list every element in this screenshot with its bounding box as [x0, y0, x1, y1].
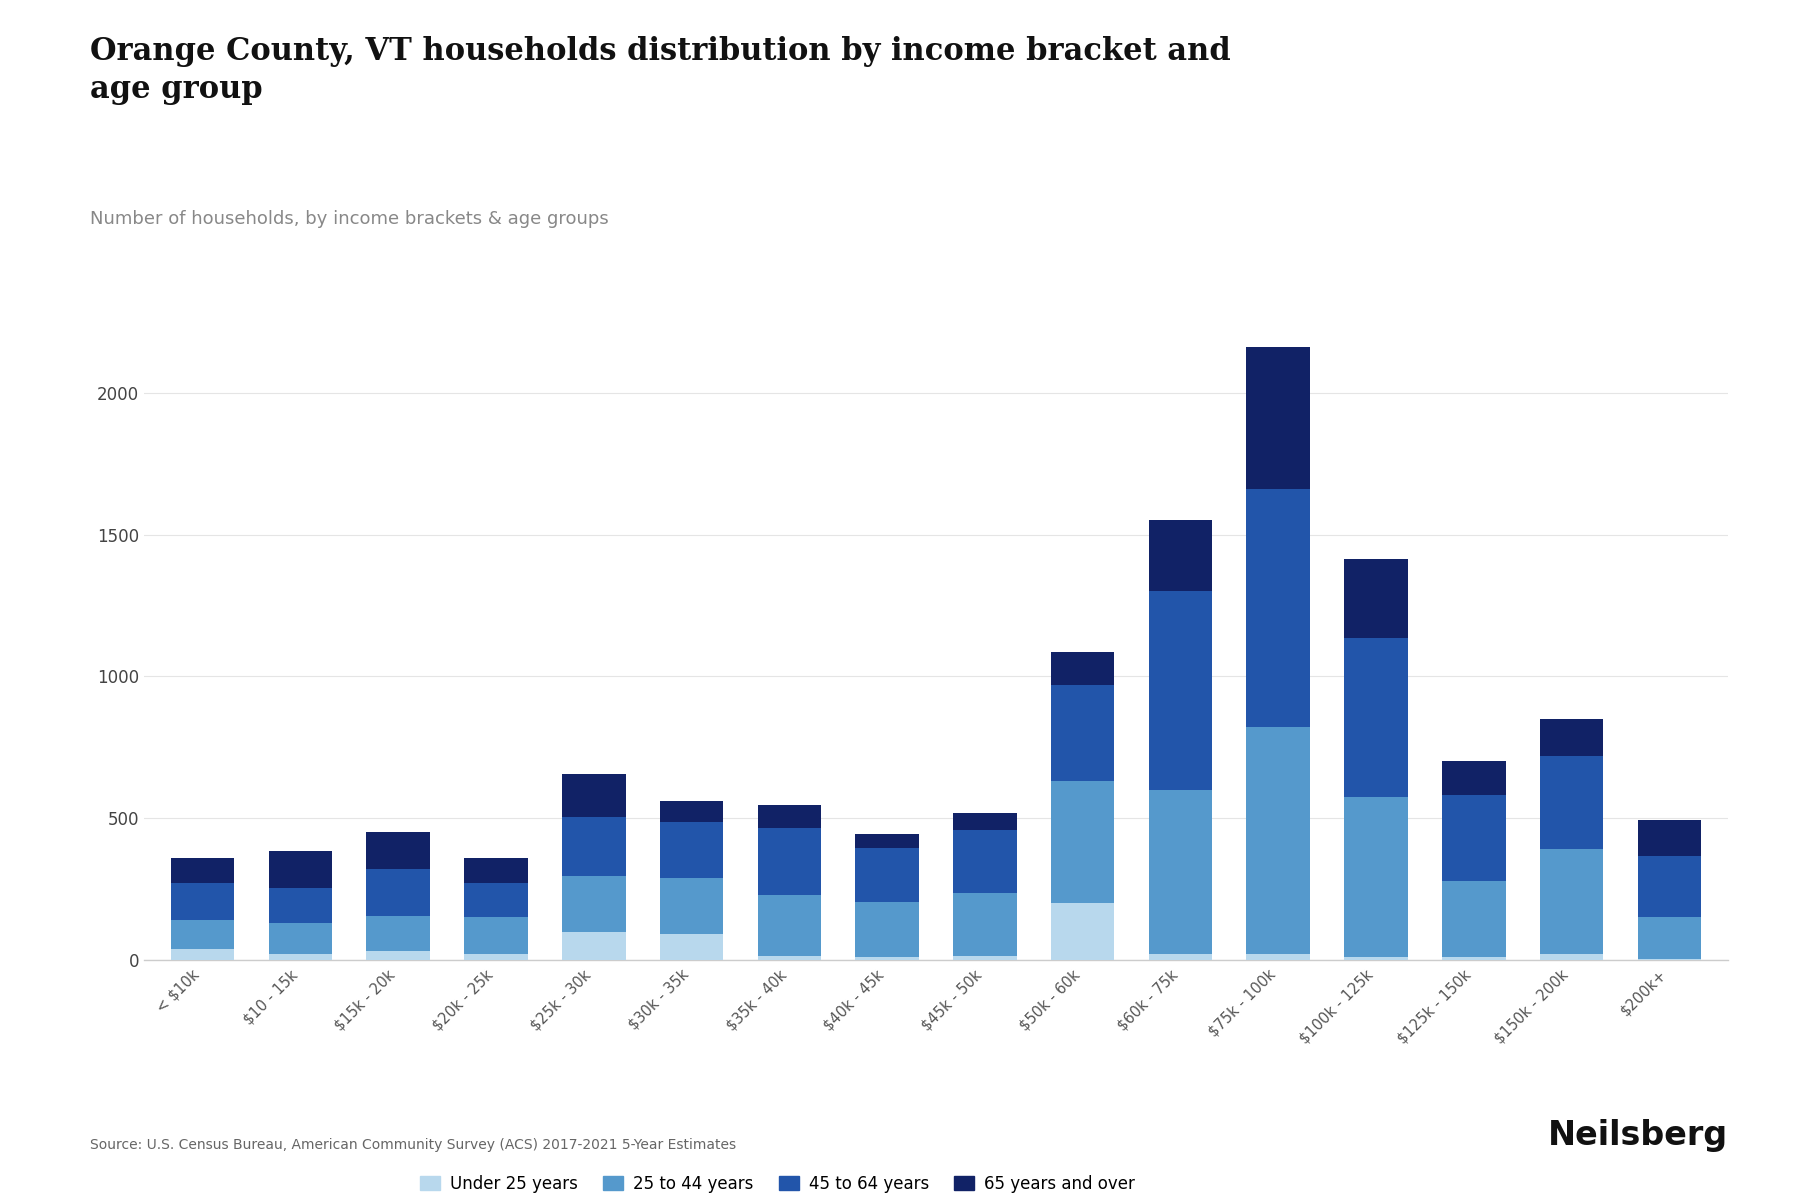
Bar	[1539, 954, 1604, 960]
Bar	[268, 954, 333, 960]
Bar	[1539, 850, 1604, 954]
Bar	[1638, 918, 1701, 959]
Bar	[171, 920, 234, 949]
Bar	[1442, 762, 1505, 796]
Bar	[464, 858, 527, 883]
Bar	[1638, 820, 1701, 857]
Bar	[954, 893, 1017, 955]
Bar	[1148, 790, 1211, 954]
Bar	[367, 916, 430, 952]
Bar	[268, 888, 333, 923]
Bar	[1345, 638, 1408, 797]
Bar	[661, 802, 724, 822]
Bar	[758, 828, 821, 895]
Bar	[1246, 490, 1310, 727]
Bar	[367, 833, 430, 869]
Bar	[758, 895, 821, 955]
Bar	[1442, 796, 1505, 881]
Bar	[661, 877, 724, 935]
Bar	[1442, 958, 1505, 960]
Bar	[1148, 954, 1211, 960]
Bar	[1051, 781, 1114, 904]
Bar	[562, 876, 626, 931]
Bar	[1051, 685, 1114, 781]
Bar	[268, 923, 333, 954]
Bar	[464, 918, 527, 954]
Bar	[855, 848, 918, 902]
Bar	[562, 817, 626, 876]
Bar	[661, 822, 724, 877]
Text: Number of households, by income brackets & age groups: Number of households, by income brackets…	[90, 210, 608, 228]
Bar	[464, 883, 527, 918]
Bar	[855, 958, 918, 960]
Bar	[1051, 904, 1114, 960]
Bar	[367, 869, 430, 916]
Bar	[1539, 719, 1604, 756]
Bar	[1638, 857, 1701, 918]
Text: Neilsberg: Neilsberg	[1548, 1118, 1728, 1152]
Bar	[562, 774, 626, 817]
Text: Orange County, VT households distribution by income bracket and
age group: Orange County, VT households distributio…	[90, 36, 1231, 106]
Bar	[171, 883, 234, 920]
Bar	[758, 955, 821, 960]
Bar	[1442, 881, 1505, 958]
Bar	[758, 805, 821, 828]
Bar	[954, 829, 1017, 893]
Bar	[1246, 954, 1310, 960]
Bar	[855, 902, 918, 958]
Bar	[1345, 958, 1408, 960]
Bar	[171, 858, 234, 883]
Bar	[1148, 521, 1211, 592]
Text: Source: U.S. Census Bureau, American Community Survey (ACS) 2017-2021 5-Year Est: Source: U.S. Census Bureau, American Com…	[90, 1138, 736, 1152]
Bar	[1345, 797, 1408, 958]
Bar	[1148, 592, 1211, 790]
Bar	[1246, 347, 1310, 490]
Bar	[562, 931, 626, 960]
Bar	[1638, 959, 1701, 960]
Bar	[661, 935, 724, 960]
Bar	[1246, 727, 1310, 954]
Bar	[268, 851, 333, 888]
Bar	[1345, 559, 1408, 638]
Bar	[171, 949, 234, 960]
Bar	[367, 952, 430, 960]
Bar	[954, 955, 1017, 960]
Bar	[464, 954, 527, 960]
Bar	[1539, 756, 1604, 850]
Legend: Under 25 years, 25 to 44 years, 45 to 64 years, 65 years and over: Under 25 years, 25 to 44 years, 45 to 64…	[414, 1168, 1141, 1199]
Bar	[1051, 653, 1114, 685]
Bar	[954, 812, 1017, 829]
Bar	[855, 834, 918, 848]
